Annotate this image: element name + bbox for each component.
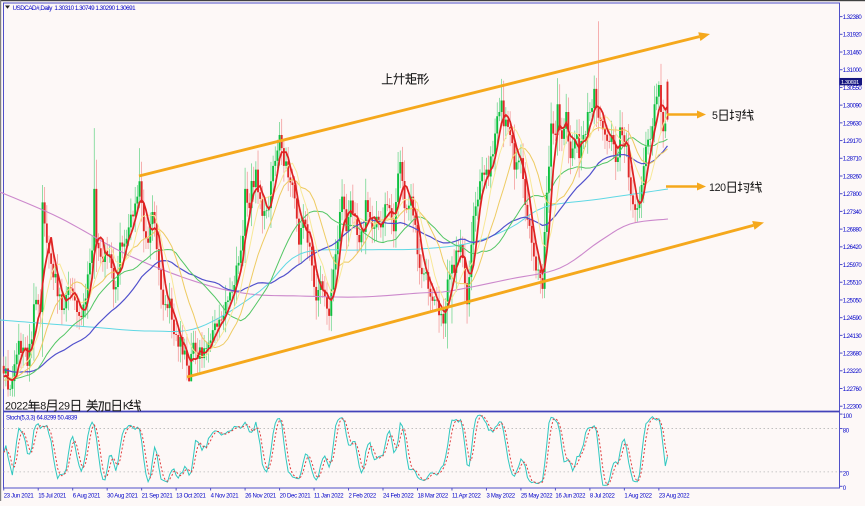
svg-text:1.23680: 1.23680 [843,351,863,357]
svg-text:1.30090: 1.30090 [843,104,863,110]
svg-text:1.27340: 1.27340 [843,210,863,216]
svg-text:1.25050: 1.25050 [843,298,863,304]
svg-text:1.30691: 1.30691 [841,80,859,86]
svg-text:0: 0 [843,486,847,492]
svg-text:1.27800: 1.27800 [843,192,863,198]
svg-text:16 Jun 2022: 16 Jun 2022 [555,494,586,500]
svg-text:25 May 2022: 25 May 2022 [521,494,553,500]
svg-text:80: 80 [843,428,850,434]
svg-text:24 Feb 2022: 24 Feb 2022 [383,494,414,500]
svg-text:1.23220: 1.23220 [843,369,863,375]
svg-text:1.30550: 1.30550 [843,86,863,92]
svg-text:8 Jul 2022: 8 Jul 2022 [590,494,616,500]
svg-text:1.31920: 1.31920 [843,33,863,39]
svg-text:1.22300: 1.22300 [843,405,863,411]
svg-text:1 Aug 2022: 1 Aug 2022 [624,494,652,500]
svg-text:11 Jan 2022: 11 Jan 2022 [314,494,344,500]
svg-text:13 Oct 2021: 13 Oct 2021 [176,494,206,500]
svg-text:K: K [123,401,131,413]
svg-text:1.31460: 1.31460 [843,50,863,56]
svg-text:USDCAD#,Daily 1.30310 1.30749: USDCAD#,Daily 1.30310 1.30749 1.30290 1.… [13,5,137,12]
svg-text:30 Aug 2021: 30 Aug 2021 [107,494,138,500]
svg-text:1.25510: 1.25510 [843,281,863,287]
svg-text:3 May 2022: 3 May 2022 [486,494,515,500]
svg-text:1.29170: 1.29170 [843,139,863,145]
svg-text:11 Apr 2022: 11 Apr 2022 [452,494,482,500]
svg-text:5: 5 [712,110,718,122]
svg-text:15 Jul 2021: 15 Jul 2021 [38,494,67,500]
svg-text:1.28710: 1.28710 [843,157,863,163]
svg-text:1.26880: 1.26880 [843,228,863,234]
svg-text:23 Aug 2022: 23 Aug 2022 [659,494,690,500]
svg-text:4 Nov 2021: 4 Nov 2021 [211,494,240,500]
svg-text:20 Dec 2021: 20 Dec 2021 [280,494,312,500]
svg-text:Stoch(5,3,3) 64.8299 50.4839: Stoch(5,3,3) 64.8299 50.4839 [6,416,78,422]
svg-text:1.26420: 1.26420 [843,245,863,251]
svg-text:6 Aug 2021: 6 Aug 2021 [73,494,101,500]
svg-text:1.24590: 1.24590 [843,316,863,322]
svg-text:23 Jun 2021: 23 Jun 2021 [4,494,35,500]
svg-text:1.29630: 1.29630 [843,121,863,127]
svg-text:100: 100 [843,414,853,420]
svg-text:1.25970: 1.25970 [843,263,863,269]
svg-text:1.28260: 1.28260 [843,174,863,180]
svg-text:29: 29 [58,401,70,413]
svg-text:8: 8 [40,401,46,413]
svg-text:1.24130: 1.24130 [843,334,863,340]
svg-text:1.22760: 1.22760 [843,387,863,393]
svg-text:1.31000: 1.31000 [843,68,863,74]
svg-text:18 Mar 2022: 18 Mar 2022 [417,494,448,500]
svg-text:2 Feb 2022: 2 Feb 2022 [349,494,377,500]
svg-text:1.32380: 1.32380 [843,15,863,21]
svg-text:2022: 2022 [5,401,28,413]
svg-text:120: 120 [709,182,726,194]
svg-text:21 Sep 2021: 21 Sep 2021 [142,494,174,500]
svg-text:20: 20 [843,472,850,478]
svg-text:26 Nov 2021: 26 Nov 2021 [245,494,277,500]
